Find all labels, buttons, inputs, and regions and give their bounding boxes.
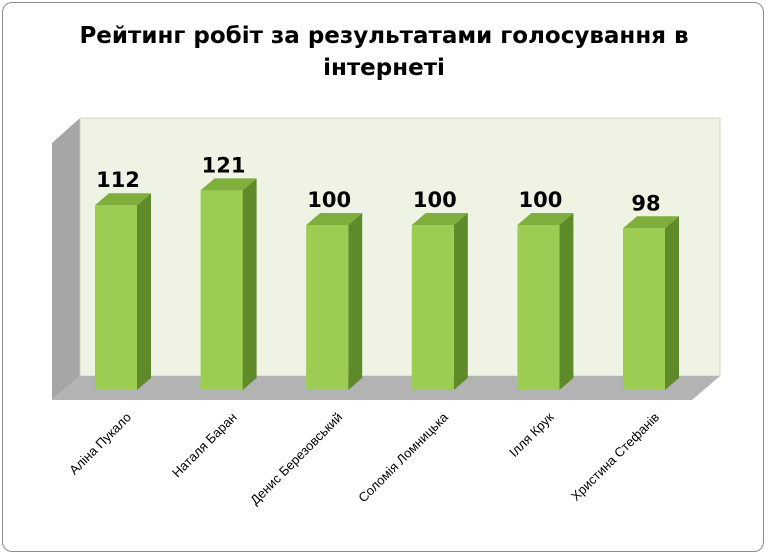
- value-label: 121: [202, 153, 246, 177]
- category-label: Соломія Ломницька: [355, 409, 451, 505]
- bar-2: [200, 178, 257, 390]
- bar-6: [623, 216, 679, 390]
- value-label: 100: [307, 188, 351, 212]
- bar-side: [453, 213, 468, 390]
- bar-1: [95, 193, 151, 390]
- bar-front: [95, 205, 137, 390]
- bar-side: [137, 193, 151, 390]
- bar-front: [306, 225, 349, 390]
- category-label: Наталя Баран: [169, 410, 240, 481]
- bar-front: [623, 228, 665, 390]
- bar-top: [95, 193, 151, 206]
- category-label: Аліна Пукало: [66, 410, 134, 478]
- bar-top: [517, 213, 574, 225]
- category-label: Денис Березовський: [247, 410, 345, 508]
- bar-side: [348, 213, 363, 390]
- bar-side: [559, 213, 574, 390]
- value-label: 112: [96, 168, 140, 192]
- bar-top: [411, 213, 468, 225]
- value-label: 98: [631, 191, 660, 215]
- chart-floor: [52, 376, 720, 400]
- value-label: 100: [518, 188, 562, 212]
- bar-4: [411, 213, 468, 390]
- bar-top: [623, 216, 679, 229]
- bar-front: [200, 190, 243, 390]
- chart-title-line-2: інтернеті: [323, 55, 445, 81]
- bar-front: [517, 225, 560, 390]
- category-label: Христина Стефанів: [568, 409, 662, 503]
- bar-side: [242, 178, 257, 390]
- bar-front: [411, 225, 454, 390]
- category-label: Ілля Крук: [506, 409, 557, 460]
- chart-title-line-1: Рейтинг робіт за результатами голосуванн…: [79, 23, 689, 49]
- bar-5: [517, 213, 574, 390]
- value-label: 100: [413, 188, 457, 212]
- bar-top: [306, 213, 363, 225]
- bar-top: [200, 178, 257, 191]
- chart-title: Рейтинг робіт за результатами голосуванн…: [0, 20, 768, 84]
- chart-side-wall: [52, 118, 80, 400]
- bar-side: [665, 216, 679, 390]
- bar-3: [306, 213, 363, 390]
